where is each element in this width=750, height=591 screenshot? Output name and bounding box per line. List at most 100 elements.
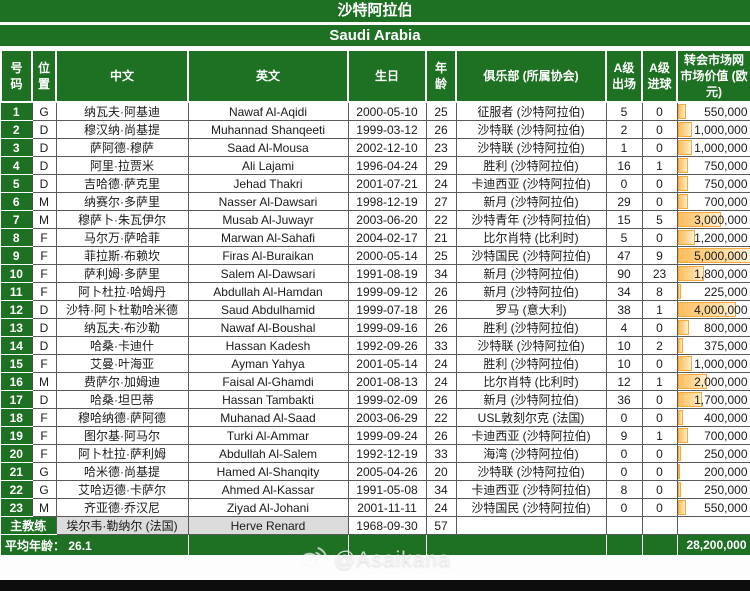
- cell-number: 12: [1, 300, 33, 319]
- player-row: 6 M 纳赛尔·多萨里 Nasser Al-Dawsari 1998-12-19 27 新月…: [1, 192, 750, 211]
- cell-goals: 8: [642, 282, 678, 301]
- value-text: 3,000,000: [694, 212, 748, 227]
- cell-market-value: 550,000: [677, 102, 750, 121]
- cell-market-value: 4,000,000: [677, 300, 750, 319]
- cell-age: 29: [426, 156, 457, 175]
- cell-market-value: 1,000,000: [677, 120, 750, 139]
- value-data-bar: [677, 374, 707, 389]
- cell-position: F: [32, 354, 57, 373]
- roster-table: 号 码 位 置 中文 英文 生日 年 龄 俱乐部 (所属协会) A级 出场 A级…: [0, 49, 750, 555]
- average-age: 平均年龄： 26.1: [1, 534, 189, 555]
- col-header-birthday: 生日: [347, 49, 427, 103]
- cell-goals: 5: [642, 210, 678, 229]
- value-text: 750,000: [704, 158, 748, 173]
- cell-age: 24: [426, 354, 457, 373]
- cell-market-value: 250,000: [677, 480, 750, 499]
- cell-club: 征服者 (沙特阿拉伯): [456, 102, 607, 121]
- coach-label: 主教练: [1, 516, 57, 535]
- value-text: 1,000,000: [694, 140, 748, 155]
- team-title-chinese: 沙特阿拉伯: [0, 0, 750, 22]
- cell-birthday: 2002-12-10: [348, 138, 427, 157]
- total-market-value: 28,200,000: [677, 534, 750, 555]
- player-row: 7 M 穆萨卜·朱瓦伊尔 Musab Al-Juwayr 2003-06-20 22 沙特青…: [1, 210, 750, 229]
- cell-caps: 0: [606, 462, 643, 481]
- cell-english-name: Nasser Al-Dawsari: [188, 192, 349, 211]
- cell-position: F: [32, 228, 57, 247]
- summary-empty-cell: [348, 534, 427, 555]
- value-data-bar: [677, 158, 689, 173]
- cell-caps: 10: [606, 336, 643, 355]
- cell-chinese-name: 纳瓦夫·布沙勒: [56, 318, 189, 337]
- player-row: 18 F 穆哈纳德·萨阿德 Muhanad Al-Saad 2003-06-29 22 US…: [1, 408, 750, 427]
- cell-number: 13: [1, 318, 33, 337]
- cell-market-value: 550,000: [677, 498, 750, 517]
- cell-market-value: 700,000: [677, 192, 750, 211]
- cell-age: 26: [426, 282, 457, 301]
- value-data-bar: [677, 230, 696, 245]
- cell-market-value: 750,000: [677, 156, 750, 175]
- cell-market-value: 2,000,000: [677, 372, 750, 391]
- cell-age: 27: [426, 192, 457, 211]
- cell-age: 26: [426, 390, 457, 409]
- cell-birthday: 2000-05-10: [348, 102, 427, 121]
- cell-position: F: [32, 264, 57, 283]
- cell-birthday: 1999-07-18: [348, 300, 427, 319]
- cell-caps: 1: [606, 138, 643, 157]
- cell-birthday: 2003-06-29: [348, 408, 427, 427]
- cell-age: 22: [426, 210, 457, 229]
- bottom-black-bar: [0, 580, 750, 591]
- cell-english-name: Muhanad Al-Saad: [188, 408, 349, 427]
- cell-number: 2: [1, 120, 33, 139]
- cell-market-value: 1,700,000: [677, 390, 750, 409]
- cell-position: F: [32, 426, 57, 445]
- cell-chinese-name: 纳赛尔·多萨里: [56, 192, 189, 211]
- cell-number: 11: [1, 282, 33, 301]
- divider: [0, 46, 750, 49]
- cell-club: 胜利 (沙特阿拉伯): [456, 354, 607, 373]
- cell-number: 16: [1, 372, 33, 391]
- cell-english-name: Nawaf Al-Boushal: [188, 318, 349, 337]
- cell-goals: 1: [642, 300, 678, 319]
- col-header-club: 俱乐部 (所属协会): [455, 49, 607, 103]
- cell-club: 卡迪西亚 (沙特阿拉伯): [456, 426, 607, 445]
- value-data-bar: [677, 392, 703, 407]
- cell-age: 23: [426, 138, 457, 157]
- player-row: 11 F 阿卜杜拉·哈姆丹 Abdullah Al-Hamdan 1999-09-12 2…: [1, 282, 750, 301]
- cell-number: 14: [1, 336, 33, 355]
- cell-market-value: 200,000: [677, 462, 750, 481]
- cell-club: USL敦刻尔克 (法国): [456, 408, 607, 427]
- cell-club: 海湾 (沙特阿拉伯): [456, 444, 607, 463]
- cell-number: 7: [1, 210, 33, 229]
- cell-position: G: [32, 462, 57, 481]
- coach-english-name: Herve Renard: [188, 516, 349, 535]
- coach-value-cell-empty: [677, 516, 750, 535]
- cell-caps: 9: [606, 426, 643, 445]
- cell-age: 33: [426, 444, 457, 463]
- value-data-bar: [677, 122, 693, 137]
- value-text: 375,000: [704, 338, 748, 353]
- cell-number: 9: [1, 246, 33, 265]
- team-title-english: Saudi Arabia: [0, 25, 750, 46]
- cell-chinese-name: 穆萨卜·朱瓦伊尔: [56, 210, 189, 229]
- cell-chinese-name: 穆汉纳·尚基提: [56, 120, 189, 139]
- coach-caps-cell-empty: [606, 516, 643, 535]
- player-row: 4 D 阿里·拉贾米 Ali Lajami 1996-04-24 29 胜利 (沙特阿拉伯)…: [1, 156, 750, 175]
- value-text: 400,000: [704, 410, 748, 425]
- cell-number: 20: [1, 444, 33, 463]
- value-data-bar: [677, 338, 683, 353]
- value-data-bar: [677, 302, 736, 317]
- cell-position: M: [32, 498, 57, 517]
- cell-number: 18: [1, 408, 33, 427]
- cell-age: 25: [426, 102, 457, 121]
- player-row: 1 G 纳瓦夫·阿基迪 Nawaf Al-Aqidi 2000-05-10 25 征服者 (…: [1, 102, 750, 121]
- cell-caps: 47: [606, 246, 643, 265]
- value-data-bar: [677, 212, 722, 227]
- cell-caps: 0: [606, 498, 643, 517]
- bottom-margin: [0, 555, 750, 575]
- cell-caps: 16: [606, 156, 643, 175]
- cell-chinese-name: 费萨尔·加姆迪: [56, 372, 189, 391]
- cell-goals: 0: [642, 102, 678, 121]
- cell-club: 胜利 (沙特阿拉伯): [456, 318, 607, 337]
- coach-birthday: 1968-09-30: [348, 516, 427, 535]
- cell-position: D: [32, 318, 57, 337]
